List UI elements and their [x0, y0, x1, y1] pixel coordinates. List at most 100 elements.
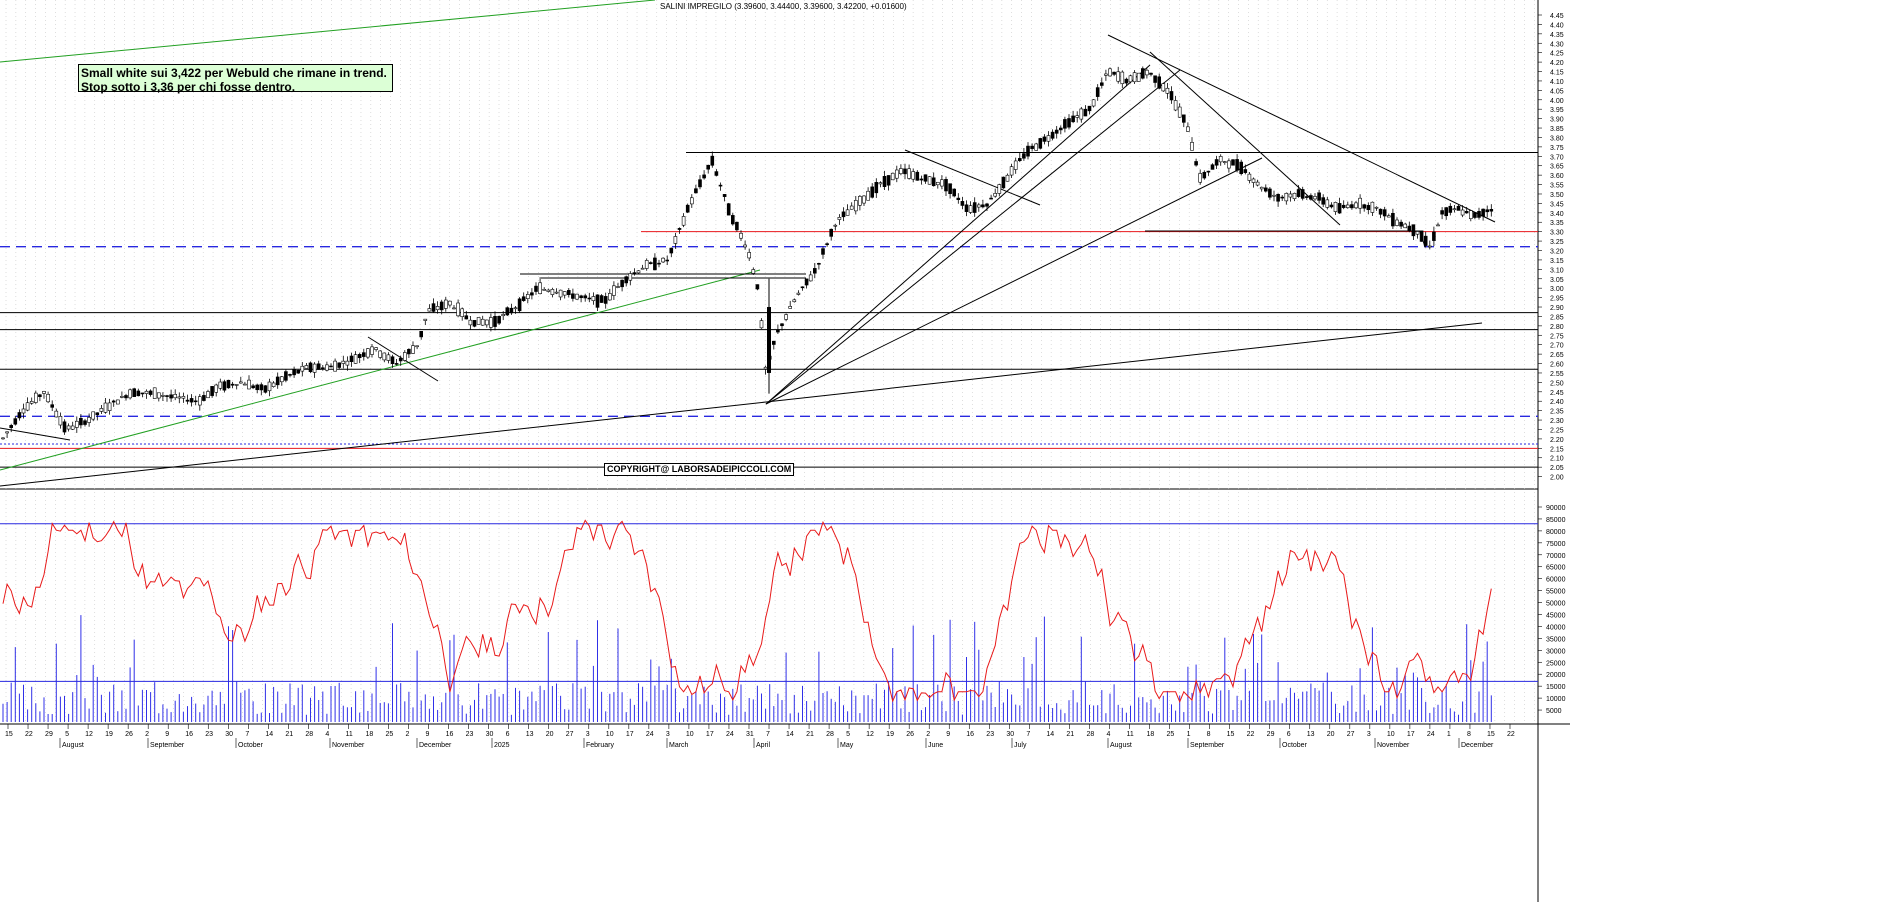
candle-body	[849, 205, 854, 210]
candle-body	[919, 178, 924, 181]
candle-body	[497, 315, 501, 324]
candle-body	[612, 285, 616, 296]
candle-body	[985, 203, 989, 207]
candle-body	[128, 389, 132, 399]
date-tick-label: 11	[1126, 731, 1133, 738]
candle-body	[226, 379, 231, 389]
green-trendline-rising	[0, 269, 761, 471]
candle-body	[1120, 71, 1125, 84]
candle-body	[296, 369, 301, 374]
candle-body	[558, 289, 563, 298]
candle-body	[42, 391, 46, 394]
candle-body	[694, 188, 698, 194]
candle-body	[825, 243, 829, 245]
price-tick-label: 3.00	[1550, 286, 1564, 293]
candle-body	[394, 363, 399, 365]
price-tick-label: 2.65	[1550, 352, 1564, 359]
candle-body	[83, 420, 87, 425]
price-tick-label: 3.70	[1550, 154, 1564, 161]
candle-body	[747, 252, 752, 259]
volume-tick-label: 60000	[1546, 577, 1566, 584]
price-tick-label: 2.80	[1550, 324, 1564, 331]
candle-body	[890, 172, 895, 181]
candle-body	[981, 204, 985, 208]
candle-body	[624, 276, 629, 284]
price-tick-label: 2.55	[1550, 371, 1564, 378]
candle-body	[103, 402, 108, 413]
candle-body	[353, 354, 358, 364]
candle-body	[1407, 225, 1412, 231]
candle-body	[940, 179, 944, 187]
date-tick-label: 13	[1307, 731, 1315, 738]
copyright-watermark: COPYRIGHT@ LABORSADEIPICCOLI.COM	[604, 463, 795, 476]
candle-body	[402, 352, 407, 361]
candle-body	[755, 284, 760, 290]
date-tick-label: 28	[305, 731, 313, 738]
candle-body-crash	[767, 307, 771, 373]
candle-body	[673, 236, 678, 244]
candle-body	[435, 306, 440, 311]
candle-body	[1329, 204, 1334, 208]
candle-body	[1071, 115, 1075, 123]
candle-body	[456, 302, 460, 317]
candle-body	[308, 362, 313, 372]
date-tick-label: 22	[1247, 731, 1255, 738]
candle-body	[70, 425, 75, 430]
candle-body	[685, 204, 690, 213]
candle-body	[1112, 71, 1116, 75]
candle-body	[1378, 208, 1383, 215]
candle-body	[812, 268, 817, 274]
volume-tick-label: 75000	[1546, 541, 1566, 548]
candle-body	[853, 200, 858, 212]
candle-body	[620, 279, 624, 288]
candle-body	[1309, 195, 1313, 200]
date-tick-label: 24	[646, 731, 654, 738]
date-tick-label: 8	[1467, 731, 1471, 738]
candle-body	[484, 319, 489, 326]
date-tick-label: 6	[1287, 731, 1291, 738]
candle-body	[1087, 105, 1092, 112]
date-tick-label: 22	[25, 731, 33, 738]
candle-body	[718, 184, 723, 187]
candle-body	[562, 291, 567, 296]
candle-body	[198, 396, 202, 406]
candle-body	[1108, 68, 1112, 77]
candle-body	[1153, 75, 1157, 83]
analysis-note-line-2: Stop sotto i 3,36 per chi fosse dentro.	[81, 80, 296, 94]
candle-body	[251, 385, 255, 389]
candle-body	[1419, 230, 1424, 242]
candle-body	[616, 286, 620, 288]
date-tick-label: 17	[1407, 731, 1415, 738]
date-tick-label: 14	[1046, 731, 1054, 738]
month-tick-label: August	[62, 742, 84, 749]
candle-body	[407, 349, 411, 355]
date-tick-label: 2	[926, 731, 930, 738]
candle-body	[1276, 193, 1280, 202]
candle-body	[538, 282, 542, 295]
volume-tick-label: 25000	[1546, 660, 1566, 667]
candle-body	[431, 303, 436, 312]
candle-body	[300, 365, 305, 372]
candle-body	[1448, 205, 1453, 213]
candle-body	[968, 205, 973, 213]
candle-body	[329, 365, 333, 368]
candle-body	[378, 350, 383, 358]
candle-body	[1202, 171, 1207, 179]
price-tick-label: 3.65	[1550, 164, 1564, 171]
date-tick-label: 28	[826, 731, 834, 738]
candle-body	[304, 365, 309, 369]
candle-body	[1259, 186, 1264, 190]
month-tick-label: July	[1014, 742, 1027, 749]
candle-body	[1038, 138, 1043, 149]
candle-body	[542, 288, 547, 291]
candle-body	[1210, 164, 1215, 170]
candle-body	[505, 307, 510, 316]
candle-body	[206, 391, 210, 399]
price-tick-label: 3.75	[1550, 145, 1564, 152]
candle-body	[1305, 196, 1309, 198]
price-tick-label: 3.80	[1550, 135, 1564, 142]
candle-body	[501, 314, 506, 317]
candle-body	[1079, 108, 1084, 120]
candle-body	[878, 182, 883, 185]
candle-body	[1391, 212, 1395, 227]
